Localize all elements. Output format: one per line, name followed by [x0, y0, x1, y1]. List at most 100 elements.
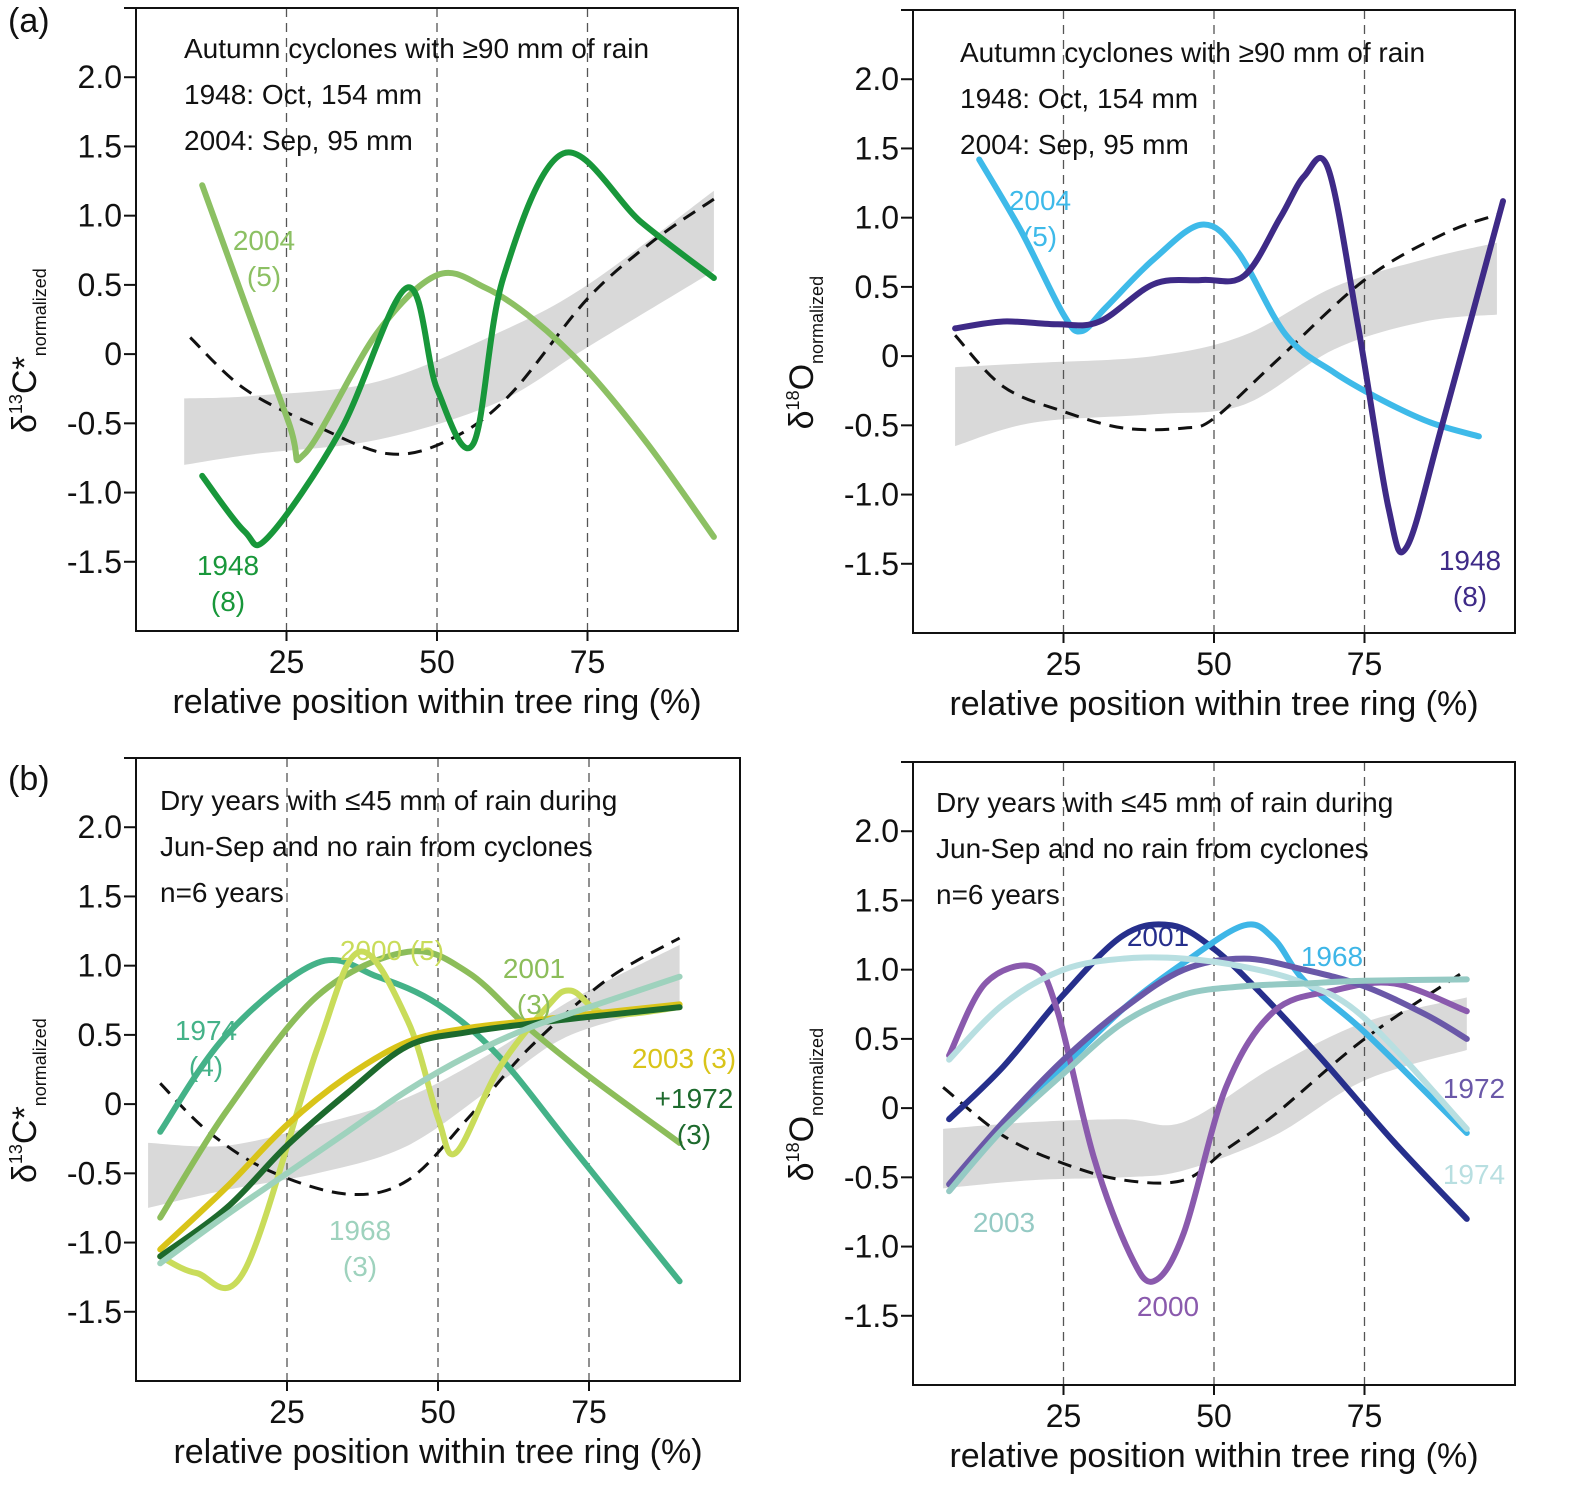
- series-label-2003: 2003: [973, 1207, 1035, 1238]
- series-line-2000: [157, 948, 683, 1292]
- y-label-sub: normalized: [807, 1028, 827, 1116]
- series-line-1972: [946, 955, 1470, 1188]
- y-tick-label: -1.5: [67, 1294, 122, 1330]
- y-tick-label: 1.5: [855, 130, 899, 166]
- y-tick-label: 1.5: [78, 878, 122, 914]
- uncertainty-band: [148, 944, 680, 1208]
- annotation-note: 1948: Oct, 154 mm: [184, 79, 422, 110]
- panel-a-right-chart: -1.5 -1.0 -0.5 0 0.5 1.0 1.5 2.0 25 50 75relative …: [783, 9, 1516, 723]
- x-tick-label: 50: [1196, 646, 1232, 682]
- y-label-sup: 13: [6, 1144, 26, 1164]
- series-label-1972: +1972: [655, 1083, 734, 1114]
- y-tick-label: 0.5: [78, 1017, 122, 1053]
- annotation-note: 1948: Oct, 154 mm: [960, 83, 1198, 114]
- series-line-2003: [946, 976, 1470, 1195]
- series-label-1974: 1974: [1443, 1159, 1505, 1190]
- x-tick-label: 50: [1196, 1398, 1232, 1434]
- x-tick-label: 75: [1347, 646, 1383, 682]
- series-label-1968: (3): [343, 1251, 377, 1282]
- panel-b-right-chart: -1.5 -1.0 -0.5 0 0.5 1.0 1.5 2.0 25 50 75relative …: [783, 761, 1516, 1475]
- y-tick-label: -1.5: [67, 544, 122, 580]
- annotation-note: Dry years with ≤45 mm of rain during: [936, 787, 1393, 818]
- panel-a-left-chart: -1.5 -1.0 -0.5 0 0.5 1.0 1.5 2.0 25 50 75relative …: [6, 7, 739, 721]
- y-tick-label: 1.5: [855, 882, 899, 918]
- annotation-note: n=6 years: [936, 879, 1060, 910]
- y-tick-label: 2.0: [78, 59, 122, 95]
- y-tick-label: -0.5: [844, 1159, 899, 1195]
- x-axis-label: relative position within tree ring (%): [172, 683, 701, 721]
- series-line-1968: [1000, 921, 1470, 1136]
- mean-curve: [159, 936, 681, 1196]
- y-tick-label: -0.5: [67, 1155, 122, 1191]
- y-tick-label: -1.5: [844, 546, 899, 582]
- series-label-2004: (5): [1023, 221, 1057, 252]
- x-tick-label: 50: [419, 644, 455, 680]
- x-tick-label: 75: [571, 1394, 607, 1430]
- series-label-2000: 2000: [1137, 1291, 1199, 1322]
- x-axis-label: relative position within tree ring (%): [949, 685, 1478, 723]
- y-tick-label: -0.5: [67, 405, 122, 441]
- panel-b-left-chart: -1.5 -1.0 -0.5 0 0.5 1.0 1.5 2.0 25 50 75relative …: [6, 757, 741, 1471]
- y-label-delta: δ: [6, 414, 44, 433]
- y-axis-label: δ13C*normalized: [6, 268, 50, 433]
- series-line-1948: [199, 149, 717, 549]
- y-label-main: C*: [6, 1106, 44, 1144]
- series-label-1948: (8): [1453, 581, 1487, 612]
- series-label-1968: 1968: [329, 1215, 391, 1246]
- y-label-delta: δ: [783, 410, 821, 429]
- series-label-1948: 1948: [1439, 545, 1501, 576]
- uncertainty-band: [955, 242, 1497, 447]
- y-tick-label: 1.0: [855, 952, 899, 988]
- y-tick-label: 2.0: [855, 813, 899, 849]
- y-tick-label: -1.0: [67, 475, 122, 511]
- series-label-1972: 1972: [1443, 1073, 1505, 1104]
- y-label-main: C*: [6, 356, 44, 394]
- y-axis-label: δ18Onormalized: [783, 276, 827, 429]
- series-line-1948: [952, 155, 1506, 556]
- series-label-2004: 2004: [1009, 185, 1071, 216]
- y-label-sup: 18: [783, 390, 803, 410]
- y-tick-label: 1.0: [855, 200, 899, 236]
- y-label-delta: δ: [6, 1164, 44, 1183]
- series-line-2004: [976, 156, 1482, 440]
- x-axis-label: relative position within tree ring (%): [949, 1437, 1478, 1475]
- y-tick-label: 0.5: [855, 269, 899, 305]
- y-label-sup: 13: [6, 394, 26, 414]
- series-label-2003: 2003 (3): [632, 1043, 736, 1074]
- series-line-1974: [157, 956, 683, 1285]
- x-tick-label: 25: [1046, 1398, 1082, 1434]
- uncertainty-band: [184, 190, 714, 465]
- series-label-2004: 2004: [233, 225, 295, 256]
- x-tick-label: 25: [1046, 646, 1082, 682]
- x-tick-label: 75: [570, 644, 606, 680]
- y-label-sup: 18: [783, 1142, 803, 1162]
- series-label-1968: 1968: [1301, 941, 1363, 972]
- x-axis-label: relative position within tree ring (%): [173, 1433, 702, 1471]
- y-label-sub: normalized: [807, 276, 827, 364]
- uncertainty-band: [943, 997, 1467, 1189]
- y-tick-label: 0: [881, 1090, 899, 1126]
- y-tick-label: 2.0: [855, 61, 899, 97]
- y-tick-label: -1.0: [67, 1225, 122, 1261]
- y-tick-label: 1.0: [78, 198, 122, 234]
- series-label-1974: 1974: [175, 1015, 237, 1046]
- annotation-note: n=6 years: [160, 877, 284, 908]
- annotation-note: Jun-Sep and no rain from cyclones: [936, 833, 1369, 864]
- y-tick-label: -0.5: [844, 407, 899, 443]
- series-label-2000: 2000 (5): [340, 935, 444, 966]
- series-label-1948: (8): [211, 586, 245, 617]
- mean-curve: [942, 968, 1468, 1185]
- series-line-1972: [157, 1004, 683, 1260]
- y-tick-label: 0.5: [855, 1021, 899, 1057]
- panel-label-a: (a): [8, 2, 50, 40]
- series-line-2001: [157, 948, 683, 1221]
- y-tick-label: -1.5: [844, 1298, 899, 1334]
- y-tick-label: 0.5: [78, 267, 122, 303]
- series-label-1974: (4): [189, 1051, 223, 1082]
- y-tick-label: 0: [881, 338, 899, 374]
- y-label-sub: normalized: [30, 268, 50, 356]
- annotation-note: 2004: Sep, 95 mm: [184, 125, 413, 156]
- series-label-2001: 2001: [503, 953, 565, 984]
- annotation-note: Jun-Sep and no rain from cyclones: [160, 831, 593, 862]
